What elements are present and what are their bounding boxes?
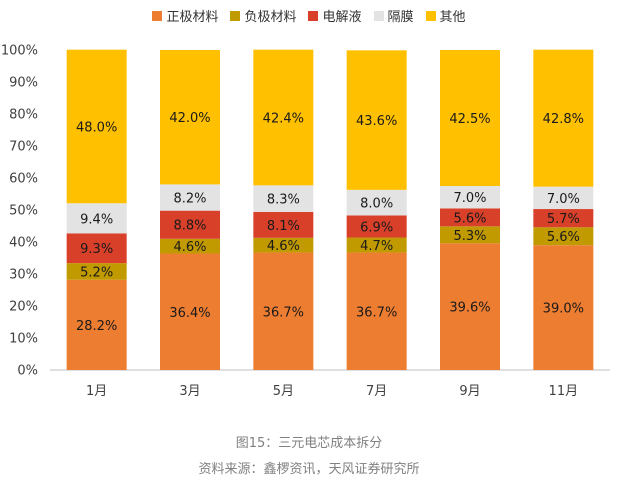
legend-label: 负极材料	[244, 10, 297, 25]
legend-swatch	[308, 10, 319, 21]
data-label: 8.0%	[360, 197, 393, 212]
data-label: 36.4%	[169, 306, 210, 321]
y-tick-label: 20%	[9, 300, 38, 315]
data-label: 42.8%	[543, 112, 584, 127]
bar-segment	[66, 263, 127, 280]
data-label: 7.0%	[453, 191, 486, 206]
bar-segment	[346, 215, 407, 238]
y-tick-label: 80%	[9, 108, 38, 123]
data-label: 4.7%	[360, 239, 393, 254]
bar-segment	[253, 237, 314, 253]
data-label: 36.7%	[263, 305, 304, 320]
bar-segment	[160, 210, 220, 239]
data-label: 28.2%	[76, 319, 117, 334]
data-label: 4.6%	[267, 239, 300, 254]
bar-segment	[440, 226, 500, 244]
y-tick-label: 60%	[9, 172, 38, 187]
data-label: 5.3%	[453, 229, 486, 244]
legend-swatch	[373, 10, 384, 21]
bar-segment	[533, 186, 594, 210]
x-tick-label: 3月	[179, 384, 200, 399]
legend-item: 正极材料	[152, 6, 218, 25]
data-label: 9.4%	[80, 212, 113, 227]
data-label: 39.0%	[543, 302, 584, 317]
bar-segment	[346, 252, 407, 370]
y-tick-label: 10%	[9, 332, 38, 347]
source-note: 资料来源：鑫椤资讯，天风证券研究所	[198, 462, 420, 477]
legend-item: 电解液	[308, 6, 362, 25]
data-label: 5.6%	[547, 230, 580, 245]
y-tick-label: 0%	[17, 364, 38, 379]
bar-segment	[160, 238, 220, 254]
x-tick-label: 9月	[459, 384, 480, 399]
x-tick-label: 11月	[549, 384, 579, 399]
bar-segment	[66, 233, 127, 264]
chart-legend: 正极材料 负极材料 电解液 隔膜 其他	[0, 6, 618, 25]
data-label: 5.7%	[547, 212, 580, 227]
data-label: 5.6%	[453, 211, 486, 226]
legend-item: 其他	[425, 6, 466, 25]
figure-caption: 图15：三元电芯成本拆分	[235, 436, 383, 451]
legend-item: 负极材料	[230, 6, 296, 25]
data-label: 42.5%	[449, 112, 490, 127]
x-tick-label: 7月	[366, 384, 387, 399]
bar-segment	[440, 50, 500, 186]
y-tick-label: 100%	[1, 44, 38, 59]
bar-segment	[66, 279, 127, 370]
data-label: 36.7%	[356, 305, 397, 320]
y-tick-label: 70%	[9, 140, 38, 155]
legend-item: 隔膜	[373, 6, 414, 25]
data-label: 7.0%	[547, 192, 580, 207]
data-label: 8.8%	[173, 219, 206, 234]
data-label: 5.2%	[80, 265, 113, 280]
stacked-bar-chart: 0% 10% 20% 30% 40% 50% 60% 70% 80% 90% 100% 28.2% 5.…	[1, 44, 610, 399]
bar-segment	[533, 49, 594, 187]
bar-segment	[533, 209, 594, 228]
bar-segment	[160, 184, 220, 211]
bar-segment	[160, 50, 220, 185]
bar-segment	[440, 243, 500, 370]
legend-label: 正极材料	[166, 10, 219, 25]
data-label: 42.0%	[169, 111, 210, 126]
y-tick-label: 40%	[9, 236, 38, 251]
x-tick-label: 5月	[273, 384, 294, 399]
legend-swatch	[152, 10, 163, 21]
y-tick-label: 90%	[9, 76, 38, 91]
legend-swatch	[425, 10, 436, 21]
x-tick-label: 1月	[86, 384, 107, 399]
legend-label: 电解液	[322, 10, 362, 25]
data-label: 6.9%	[360, 220, 393, 235]
bar-segment	[253, 185, 314, 212]
bar-segment	[440, 208, 500, 227]
legend-label: 隔膜	[387, 10, 414, 25]
data-label: 8.1%	[267, 219, 300, 234]
data-label: 9.3%	[80, 242, 113, 257]
bar-segment	[533, 227, 594, 246]
data-label: 8.2%	[173, 192, 206, 207]
data-label: 42.4%	[263, 112, 304, 127]
bar-segment	[160, 253, 220, 370]
y-tick-label: 30%	[9, 268, 38, 283]
data-label: 8.3%	[267, 193, 300, 208]
bar-segment	[253, 49, 314, 186]
data-label: 43.6%	[356, 114, 397, 129]
bar-segment	[533, 245, 594, 370]
y-tick-label: 50%	[9, 204, 38, 219]
bar-segment	[253, 211, 314, 238]
legend-swatch	[230, 10, 241, 21]
bar-segment	[346, 50, 407, 190]
legend-label: 其他	[439, 10, 466, 25]
bar-segment	[440, 186, 500, 209]
data-label: 39.6%	[449, 301, 490, 316]
data-label: 4.6%	[173, 240, 206, 255]
bar-segment	[346, 237, 407, 253]
bar-segment	[66, 49, 127, 204]
data-label: 48.0%	[76, 120, 117, 135]
bar-segment	[253, 252, 314, 370]
bar-segment	[66, 203, 127, 234]
bar-segment	[346, 189, 407, 216]
